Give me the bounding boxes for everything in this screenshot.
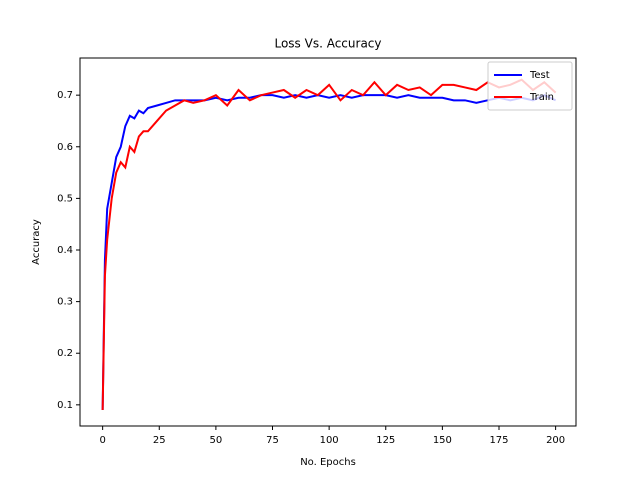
y-tick-label: 0.4 [57,245,73,256]
x-tick-label: 175 [489,435,508,446]
line-series [101,78,557,411]
y-tick-label: 0.6 [57,142,73,153]
y-tick-label: 0.7 [57,90,73,101]
x-tick-label: 125 [376,435,395,446]
y-tick-label: 0.2 [57,348,73,359]
chart-title: Loss Vs. Accuracy [274,37,381,51]
x-axis-label: No. Epochs [300,457,356,468]
y-axis-label: Accuracy [31,219,42,265]
y-tick-label: 0.1 [57,400,73,411]
legend-label: Train [529,92,554,103]
legend-label: Test [529,70,550,81]
y-tick-label: 0.5 [57,193,73,204]
plot-frame [79,57,577,427]
x-tick-label: 150 [433,435,452,446]
x-tick-label: 50 [210,435,223,446]
x-tick-label: 75 [266,435,279,446]
x-tick-label: 25 [153,435,166,446]
x-tick-label: 0 [99,435,105,446]
x-tick-label: 200 [546,435,565,446]
y-tick-label: 0.3 [57,297,73,308]
line-series [101,94,557,411]
x-tick-label: 100 [320,435,339,446]
